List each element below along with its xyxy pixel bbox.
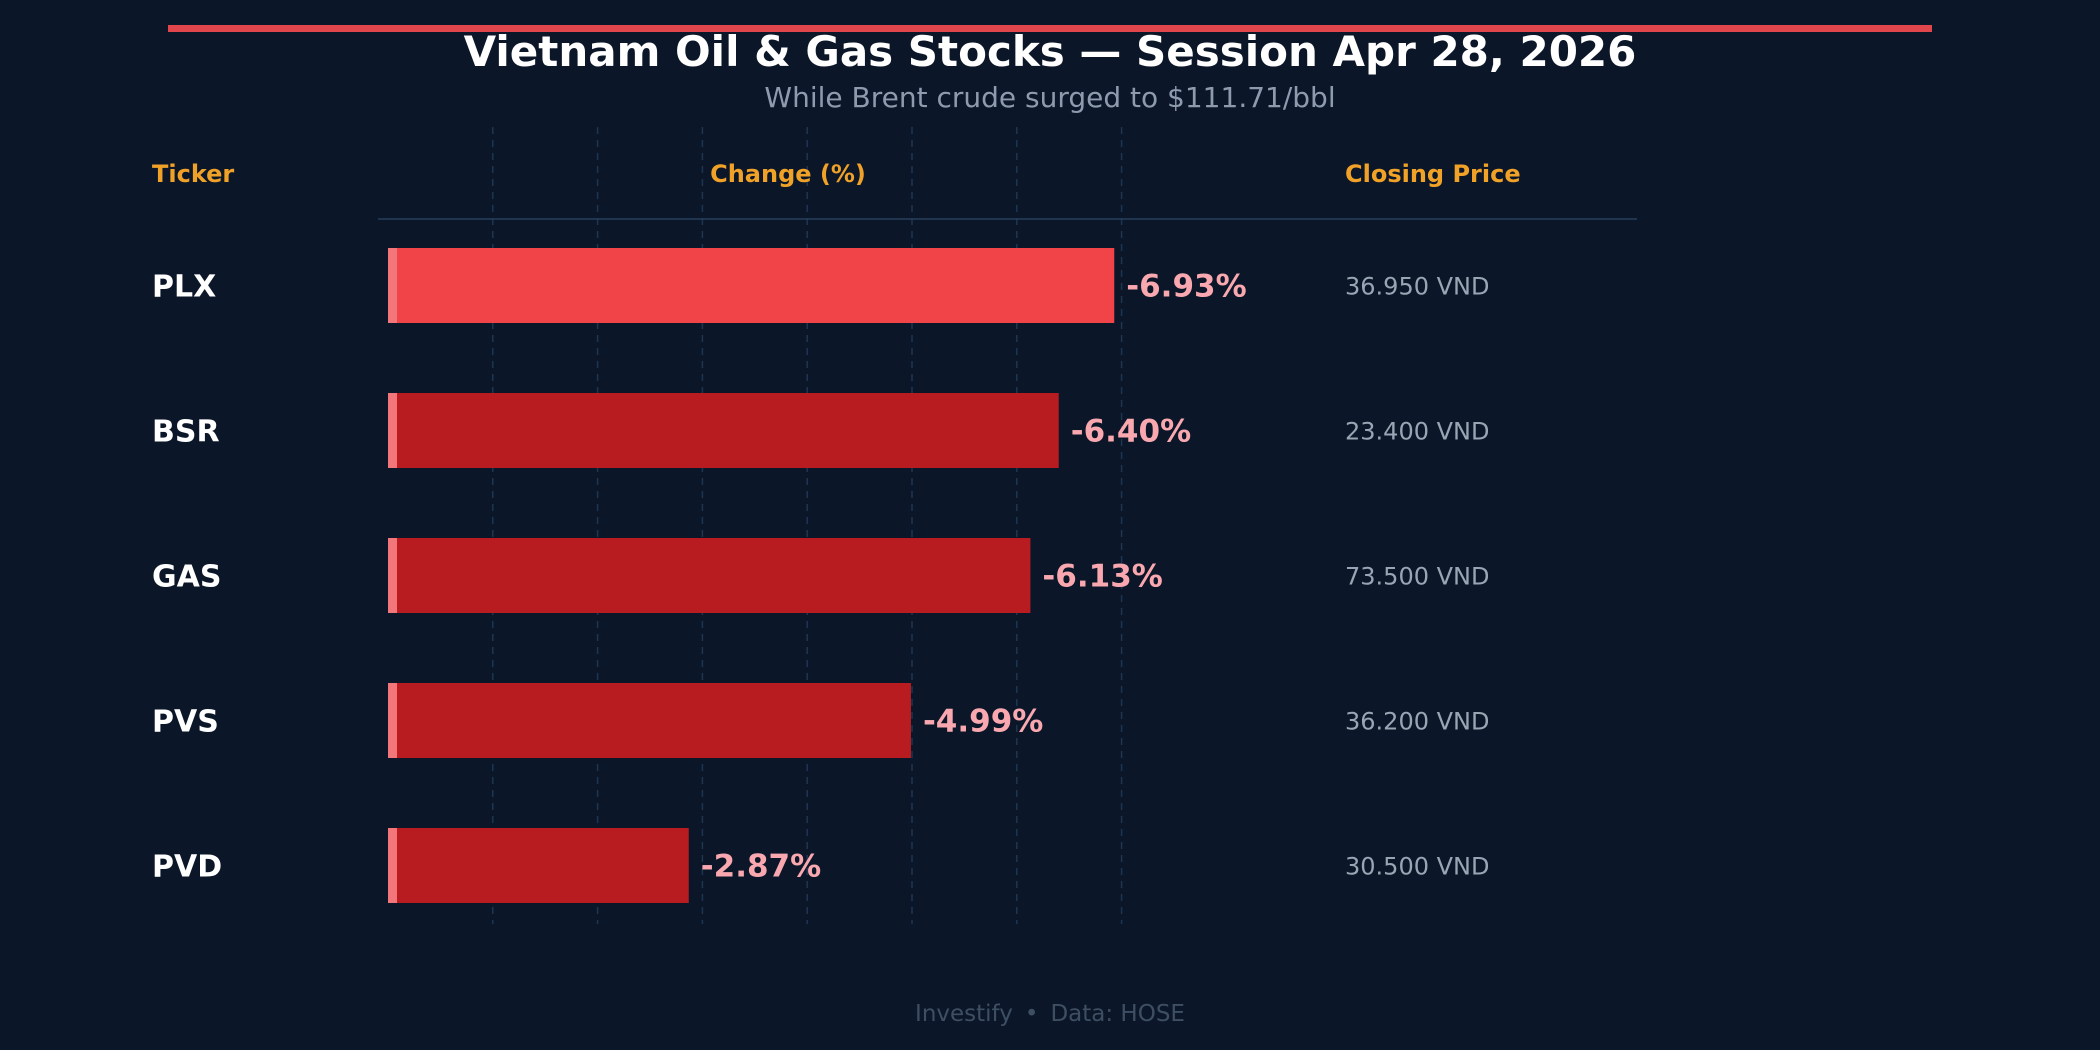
bar-row: GAS -6.13% 73.500 VND — [152, 538, 1489, 613]
value-label: -6.40% — [1071, 414, 1191, 450]
bar-row: PVD -2.87% 30.500 VND — [152, 828, 1489, 903]
bar-rows: PLX -6.93% 36.950 VND BSR -6.40% 23.400 VND GA… — [152, 248, 1489, 903]
price-label: 73.500 VND — [1345, 563, 1489, 591]
bar — [388, 683, 911, 758]
price-label: 23.400 VND — [1345, 418, 1489, 446]
bar-row: BSR -6.40% 23.400 VND — [152, 393, 1489, 468]
ticker-label: PLX — [152, 270, 216, 305]
value-label: -4.99% — [923, 704, 1043, 740]
footer: Investify • Data: HOSE — [915, 1001, 1185, 1027]
bar — [388, 248, 1115, 323]
bar-row: PVS -4.99% 36.200 VND — [152, 683, 1489, 758]
footer-source: Data: HOSE — [1050, 1001, 1185, 1027]
bar-edge — [388, 393, 397, 468]
bar-edge — [388, 683, 397, 758]
ticker-label: PVD — [152, 850, 222, 885]
grid-lines — [492, 127, 1123, 924]
value-label: -6.13% — [1042, 559, 1162, 595]
bar — [388, 538, 1031, 613]
top-accent-bar — [168, 25, 1932, 32]
ticker-label: PVS — [152, 705, 219, 740]
chart-subtitle: While Brent crude surged to $111.71/bbl — [764, 81, 1335, 114]
footer-separator: • — [1025, 1001, 1039, 1027]
column-header-change: Change (%) — [710, 160, 866, 188]
chart-title: Vietnam Oil & Gas Stocks — Session Apr 2… — [464, 27, 1637, 76]
ticker-label: BSR — [152, 415, 220, 450]
bar-edge — [388, 538, 397, 613]
value-label: -2.87% — [701, 849, 821, 885]
value-label: -6.93% — [1126, 269, 1246, 305]
price-label: 36.200 VND — [1345, 708, 1489, 736]
column-header-price: Closing Price — [1345, 160, 1521, 188]
bar-row: PLX -6.93% 36.950 VND — [152, 248, 1489, 323]
bar-edge — [388, 248, 397, 323]
column-header-ticker: Ticker — [152, 160, 234, 188]
price-label: 36.950 VND — [1345, 273, 1489, 301]
bar-edge — [388, 828, 397, 903]
price-label: 30.500 VND — [1345, 853, 1489, 881]
bar — [388, 393, 1059, 468]
bar — [388, 828, 689, 903]
ticker-label: GAS — [152, 560, 221, 595]
footer-brand: Investify — [915, 1001, 1013, 1027]
